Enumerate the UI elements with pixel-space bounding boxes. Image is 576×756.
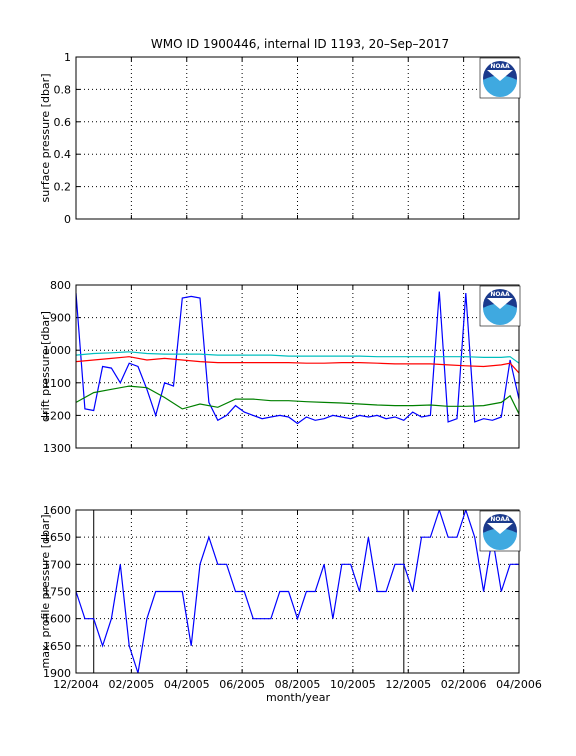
y-tick-label: 1900 xyxy=(43,667,71,680)
series-line-green xyxy=(76,385,519,415)
logo-wave xyxy=(483,303,517,325)
y-tick-label: 1600 xyxy=(43,613,71,626)
y-tick-label: 1650 xyxy=(43,531,71,544)
logo-text: NOAA xyxy=(490,516,510,523)
x-tick-label: 02/2006 xyxy=(441,678,487,691)
logo-text: NOAA xyxy=(490,291,510,298)
panel-drift: 800 900 1000 1100 1200 1300 drift pressure [db… xyxy=(39,279,521,455)
x-tick-label: 04/2005 xyxy=(164,678,210,691)
y-axis-label: surface pressure [dbar] xyxy=(39,74,52,203)
y-tick-label: 0.4 xyxy=(54,148,72,161)
axes-box xyxy=(75,56,520,220)
y-tick-label: 0 xyxy=(64,213,71,226)
x-tick-label: 08/2005 xyxy=(275,678,321,691)
x-tick-label: 12/2005 xyxy=(385,678,431,691)
y-tick-label: 1200 xyxy=(43,409,71,422)
y-tick-label: 1700 xyxy=(43,558,71,571)
noaa-logo: NOAA xyxy=(479,510,521,552)
y-axis-label: max. profile pressure [dbar] xyxy=(39,514,52,668)
series-line-red xyxy=(76,356,519,374)
series-line-blue xyxy=(76,291,519,425)
logo-wave xyxy=(483,75,517,97)
series-line-blue xyxy=(76,510,519,673)
y-axis-label: drift pressure [dbar] xyxy=(39,311,52,422)
noaa-logo: NOAA xyxy=(479,285,521,327)
logo-bird xyxy=(487,70,513,81)
series-group xyxy=(76,510,519,673)
y-tick-label: 1100 xyxy=(43,377,71,390)
noaa-logo: NOAA xyxy=(479,57,521,99)
panel-surface: 0 0.2 0.4 0.6 0.8 1 surface pressure [dbar] NOA… xyxy=(39,51,521,226)
x-tick-label: 12/2004 xyxy=(53,678,99,691)
y-tick-label: 1750 xyxy=(43,586,71,599)
chart-title: WMO ID 1900446, internal ID 1193, 20–Sep… xyxy=(151,37,449,51)
x-tick-label: 06/2005 xyxy=(219,678,265,691)
y-tick-label: 0.8 xyxy=(54,83,72,96)
panels: 0 0.2 0.4 0.6 0.8 1 surface pressure [dbar] NOA… xyxy=(39,51,542,691)
x-tick-label: 10/2005 xyxy=(330,678,376,691)
y-tick-label: 1650 xyxy=(43,640,71,653)
logo-bird xyxy=(487,523,513,534)
y-tick-label: 1 xyxy=(64,51,71,64)
logo-bird xyxy=(487,298,513,309)
series-line-cyan xyxy=(76,351,519,364)
y-tick-label: 800 xyxy=(50,279,71,292)
logo-wave xyxy=(483,528,517,550)
y-tick-label: 900 xyxy=(50,312,71,325)
x-tick-label: 02/2005 xyxy=(109,678,155,691)
y-tick-label: 1300 xyxy=(43,442,71,455)
logo-text: NOAA xyxy=(490,63,510,70)
y-tick-label: 0.2 xyxy=(54,181,72,194)
axes-box xyxy=(75,284,520,449)
x-axis-label: month/year xyxy=(266,691,330,704)
axes-box xyxy=(75,509,520,674)
x-tick-label: 04/2006 xyxy=(496,678,542,691)
y-tick-label: 0.6 xyxy=(54,116,72,129)
series-group xyxy=(76,291,519,425)
y-tick-label: 1600 xyxy=(43,504,71,517)
y-tick-label: 1000 xyxy=(43,344,71,357)
